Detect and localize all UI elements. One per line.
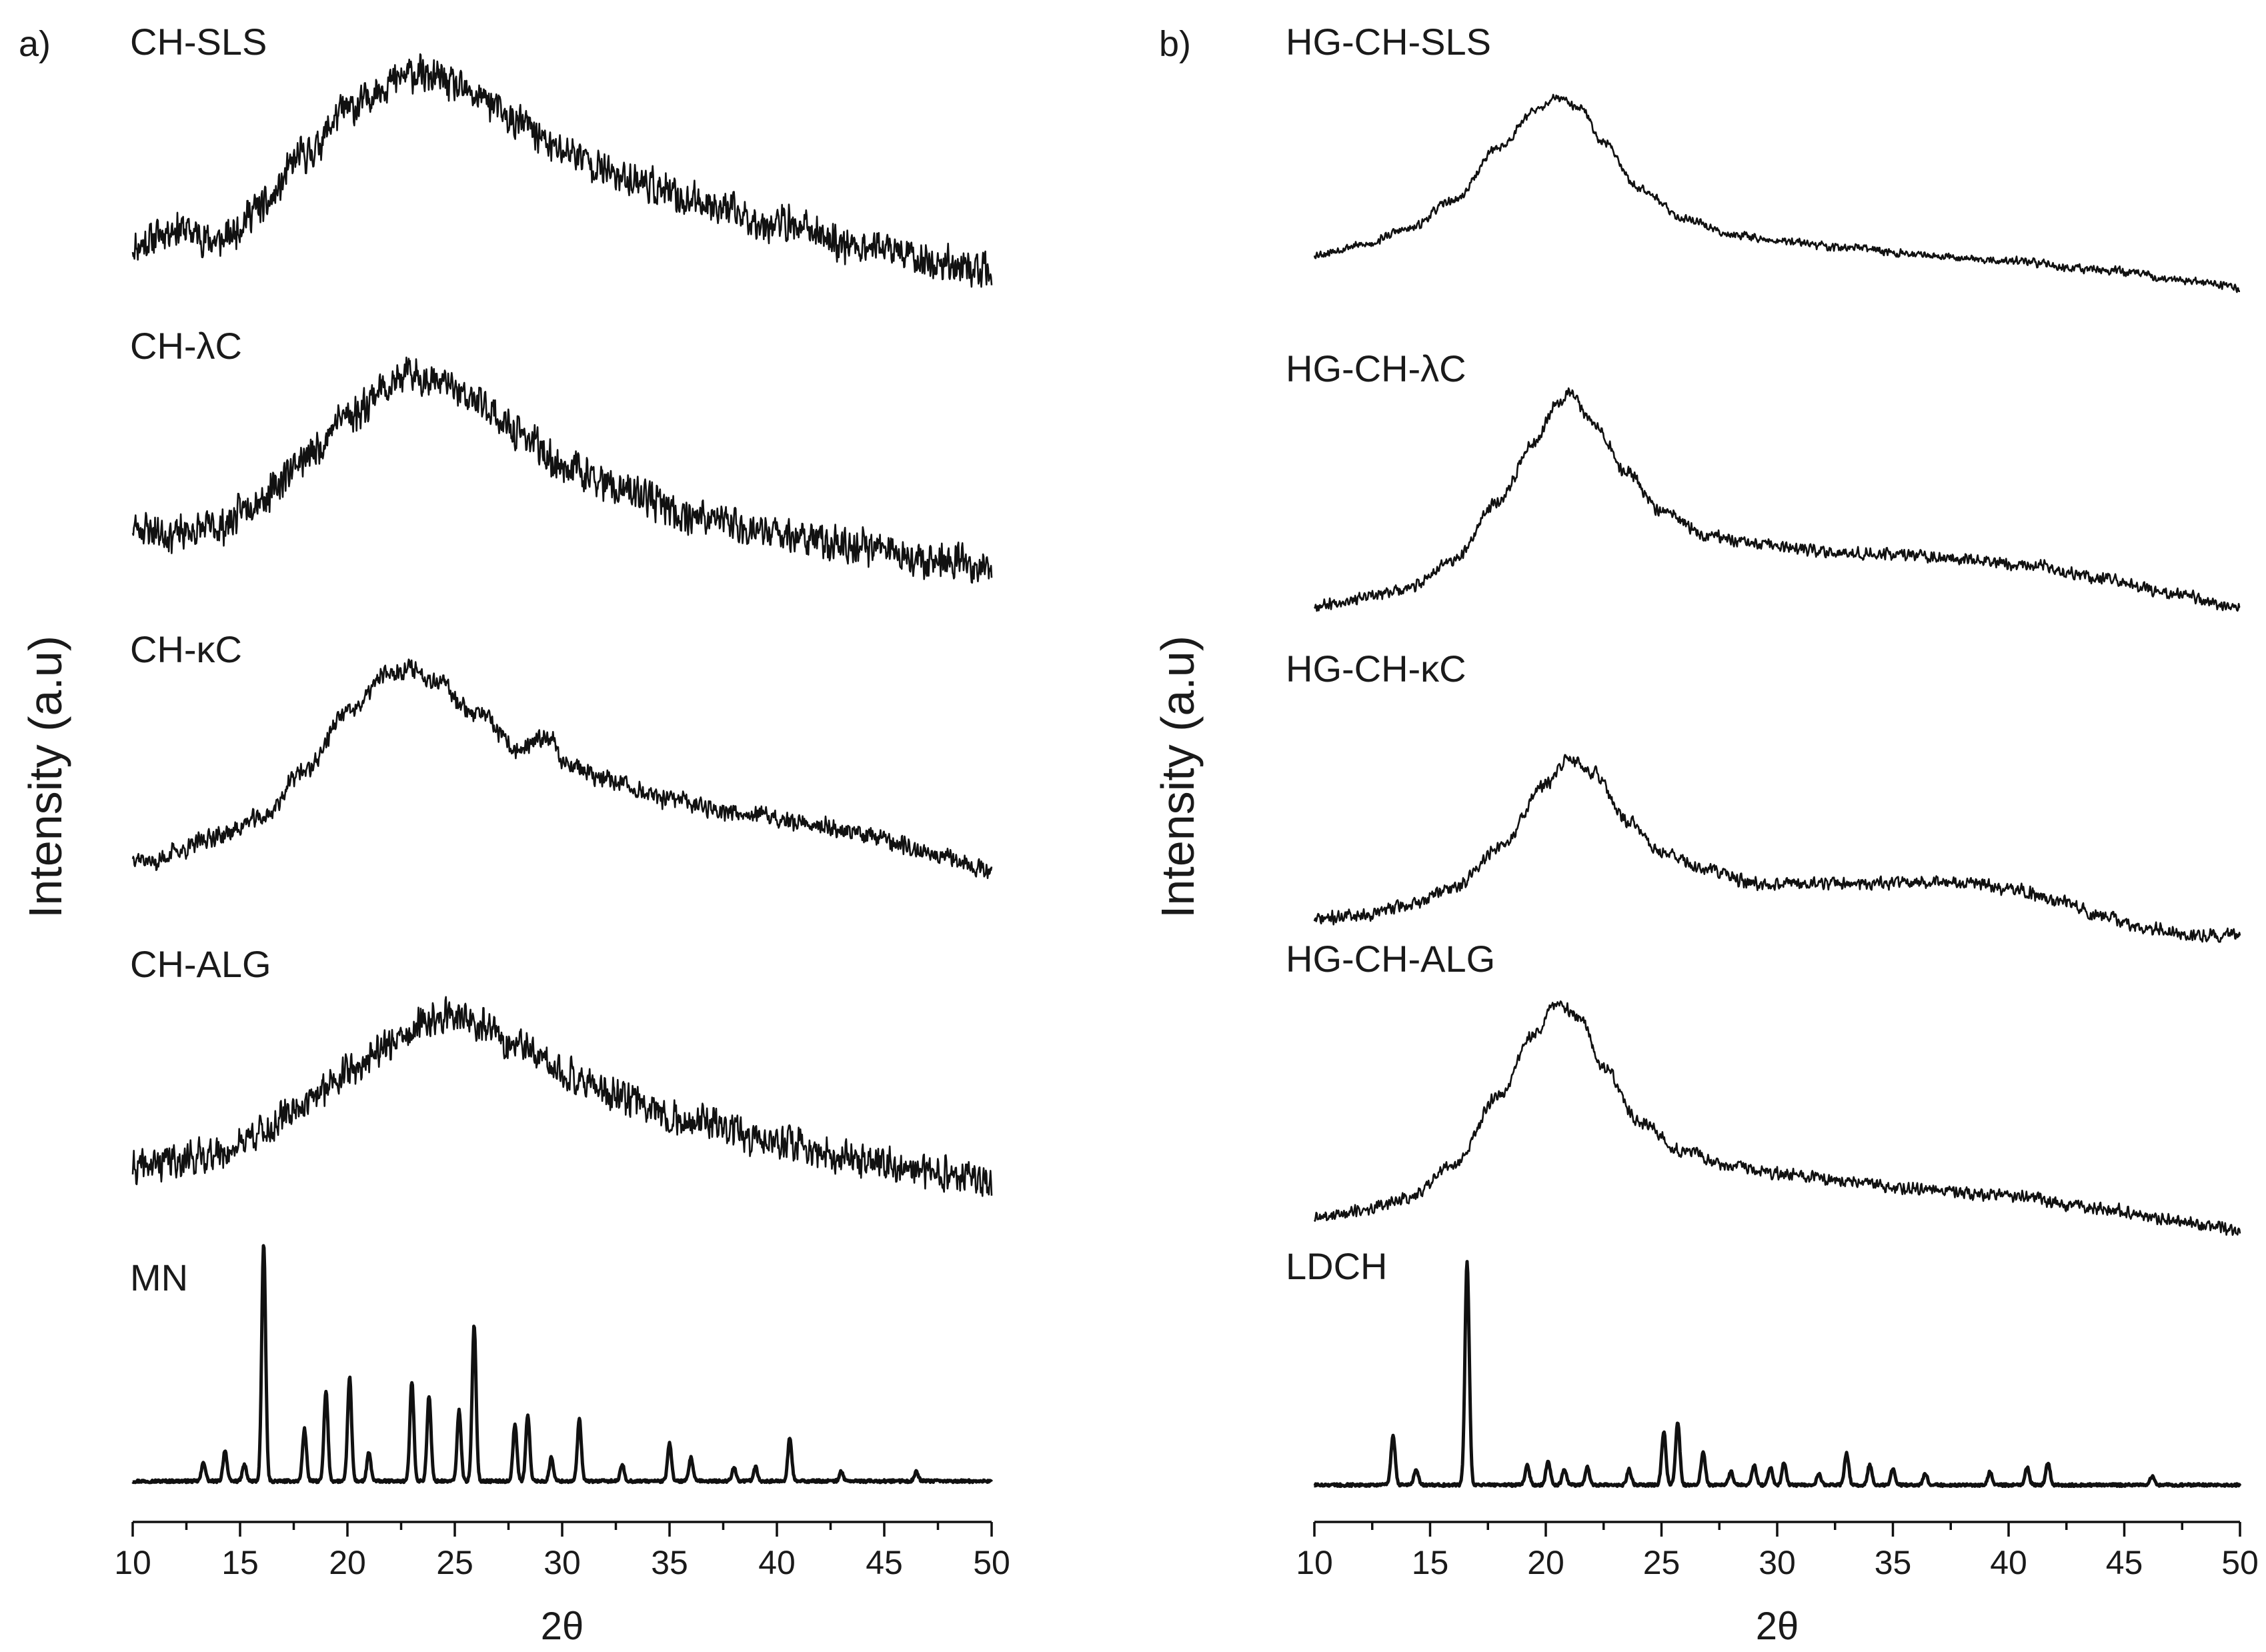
trace-label-ch-kappa-c: CH-κC bbox=[130, 628, 242, 670]
panel-a-x-axis-label: 2θ bbox=[541, 1605, 584, 1648]
x-tick-label: 20 bbox=[1527, 1544, 1564, 1581]
x-tick-label: 50 bbox=[2221, 1544, 2259, 1581]
trace-hg-ch-kappa-c bbox=[1313, 754, 2241, 943]
trace-hg-ch-lambda-c bbox=[1313, 387, 2241, 612]
x-tick-label: 15 bbox=[1412, 1544, 1449, 1581]
trace-label-hg-ch-sls: HG-CH-SLS bbox=[1286, 21, 1491, 63]
panel-a-y-axis-label: Intensity (a.u) bbox=[19, 636, 71, 918]
panel-a: a) Intensity (a.u) CH-SLS CH-λC CH-κC CH… bbox=[19, 21, 1010, 1648]
x-tick-label: 35 bbox=[1875, 1544, 1912, 1581]
panel-a-x-ticks: 10 15 20 25 30 35 40 45 50 bbox=[114, 1522, 1010, 1581]
trace-ldch bbox=[1313, 1260, 2242, 1489]
x-tick-label: 45 bbox=[2106, 1544, 2143, 1581]
trace-label-ch-alg: CH-ALG bbox=[130, 943, 271, 985]
trace-ch-lambda-c bbox=[131, 356, 993, 584]
trace-label-ldch: LDCH bbox=[1286, 1245, 1387, 1287]
x-tick-label: 35 bbox=[651, 1544, 688, 1581]
x-tick-label: 45 bbox=[866, 1544, 903, 1581]
trace-label-mn: MN bbox=[130, 1257, 188, 1299]
x-tick-label: 10 bbox=[1296, 1544, 1333, 1581]
trace-label-hg-ch-kappa-c: HG-CH-κC bbox=[1286, 648, 1466, 690]
x-tick-label: 25 bbox=[436, 1544, 473, 1581]
trace-ch-alg bbox=[131, 996, 993, 1197]
panel-b-x-ticks: 10 15 20 25 30 35 40 45 50 bbox=[1296, 1522, 2259, 1581]
panel-b-letter: b) bbox=[1159, 24, 1191, 64]
trace-label-ch-lambda-c: CH-λC bbox=[130, 325, 242, 367]
x-tick-label: 25 bbox=[1643, 1544, 1680, 1581]
x-tick-label: 15 bbox=[221, 1544, 259, 1581]
panel-b: b) Intensity (a.u) HG-CH-SLS HG-CH-λC HG… bbox=[1152, 21, 2259, 1648]
x-tick-label: 40 bbox=[758, 1544, 796, 1581]
trace-hg-ch-sls bbox=[1313, 93, 2241, 293]
x-tick-label: 30 bbox=[1759, 1544, 1796, 1581]
trace-label-hg-ch-alg: HG-CH-ALG bbox=[1286, 938, 1495, 980]
panel-b-y-axis-label: Intensity (a.u) bbox=[1152, 636, 1204, 918]
panel-b-x-axis-label: 2θ bbox=[1756, 1605, 1799, 1648]
x-tick-label: 40 bbox=[1990, 1544, 2027, 1581]
trace-ch-kappa-c bbox=[131, 658, 993, 880]
trace-label-ch-sls: CH-SLS bbox=[130, 21, 267, 63]
trace-hg-ch-alg bbox=[1313, 1000, 2241, 1236]
x-tick-label: 50 bbox=[973, 1544, 1010, 1581]
x-tick-label: 10 bbox=[114, 1544, 151, 1581]
trace-label-hg-ch-lambda-c: HG-CH-λC bbox=[1286, 347, 1466, 389]
trace-ch-sls bbox=[131, 53, 993, 288]
x-tick-label: 30 bbox=[543, 1544, 581, 1581]
trace-mn bbox=[131, 1244, 994, 1485]
panel-a-letter: a) bbox=[19, 24, 51, 64]
x-tick-label: 20 bbox=[329, 1544, 366, 1581]
